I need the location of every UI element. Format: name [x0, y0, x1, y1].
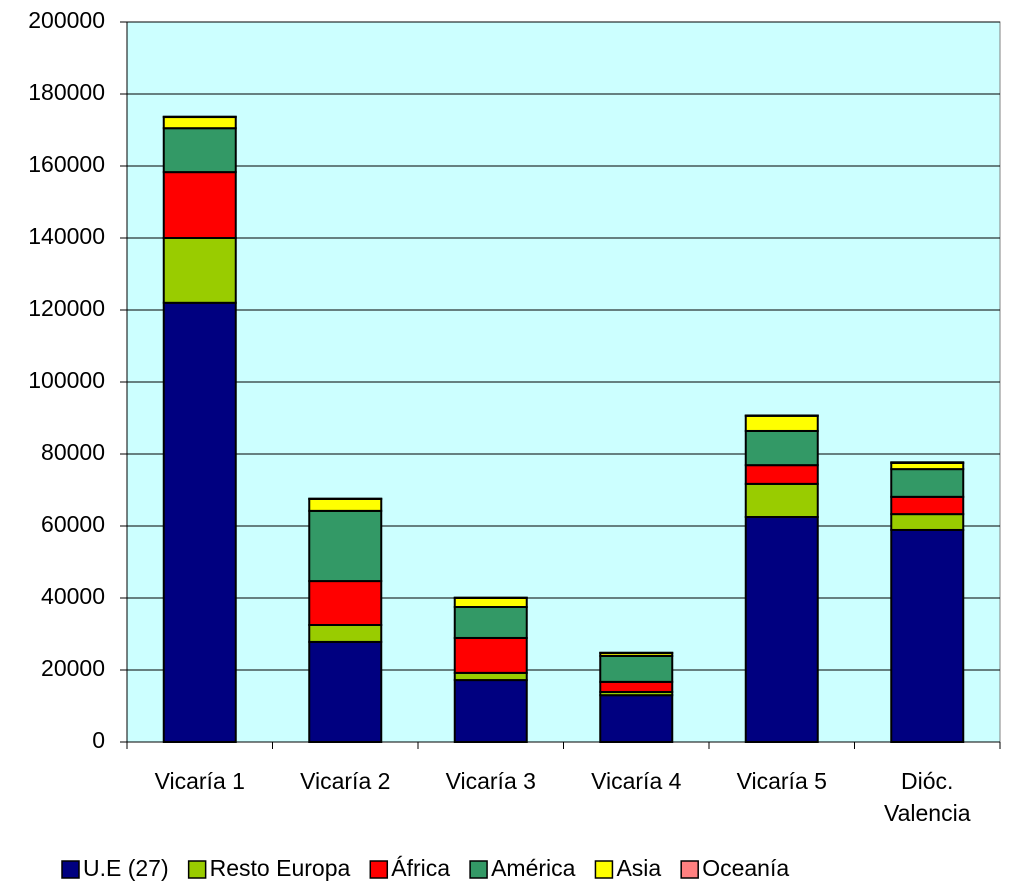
bar-segment: [891, 497, 963, 514]
legend-label: América: [491, 855, 576, 881]
y-tick-label: 60000: [41, 511, 105, 537]
bar-segment: [891, 469, 963, 497]
bar-segment: [746, 465, 818, 484]
x-tick-label: Vicaría 1: [155, 768, 245, 794]
x-tick-label: Vicaría 5: [737, 768, 827, 794]
y-tick-label: 80000: [41, 439, 105, 465]
bar-segment: [164, 172, 236, 238]
legend-swatch: [595, 861, 612, 878]
y-tick-label: 20000: [41, 655, 105, 681]
bar-segment: [600, 682, 672, 692]
bar-segment: [309, 499, 381, 511]
bar-segment: [746, 431, 818, 465]
y-tick-label: 40000: [41, 583, 105, 609]
x-tick-label: Vicaría 4: [591, 768, 682, 794]
bar-segment: [746, 416, 818, 431]
bar-segment: [891, 462, 963, 463]
legend-label: Oceanía: [702, 855, 789, 881]
y-tick-label: 0: [92, 727, 105, 753]
y-tick-label: 160000: [28, 151, 105, 177]
bar-segment: [455, 598, 527, 607]
bar-segment: [164, 238, 236, 303]
x-tick-label: Dióc.Valencia: [884, 768, 971, 826]
y-tick-label: 140000: [28, 223, 105, 249]
bar-segment: [891, 514, 963, 530]
legend-label: Resto Europa: [210, 855, 351, 881]
legend-swatch: [189, 861, 206, 878]
bar-segment: [309, 581, 381, 625]
bar-segment: [455, 680, 527, 742]
y-tick-label: 200000: [28, 7, 105, 33]
bar-segment: [455, 607, 527, 638]
bar-segment: [600, 695, 672, 742]
bar-segment: [309, 642, 381, 742]
legend-swatch: [62, 861, 79, 878]
y-tick-label: 100000: [28, 367, 105, 393]
legend-swatch: [681, 861, 698, 878]
bar-segment: [309, 625, 381, 642]
legend-label: África: [391, 855, 450, 881]
bar-segment: [455, 638, 527, 673]
x-tick-label: Vicaría 3: [446, 768, 536, 794]
legend-swatch: [370, 861, 387, 878]
bar-segment: [600, 656, 672, 682]
bar-segment: [164, 117, 236, 128]
bar-segment: [891, 530, 963, 742]
bar-segment: [746, 517, 818, 742]
y-tick-label: 120000: [28, 295, 105, 321]
bar-segment: [746, 484, 818, 517]
bar-segment: [309, 511, 381, 581]
bar-segment: [455, 673, 527, 680]
legend-label: U.E (27): [83, 855, 169, 881]
x-tick-label: Vicaría 2: [300, 768, 390, 794]
bar-segment: [164, 128, 236, 172]
legend-label: Asia: [616, 855, 661, 881]
legend-swatch: [470, 861, 487, 878]
bar-segment: [164, 303, 236, 742]
y-tick-label: 180000: [28, 79, 105, 105]
